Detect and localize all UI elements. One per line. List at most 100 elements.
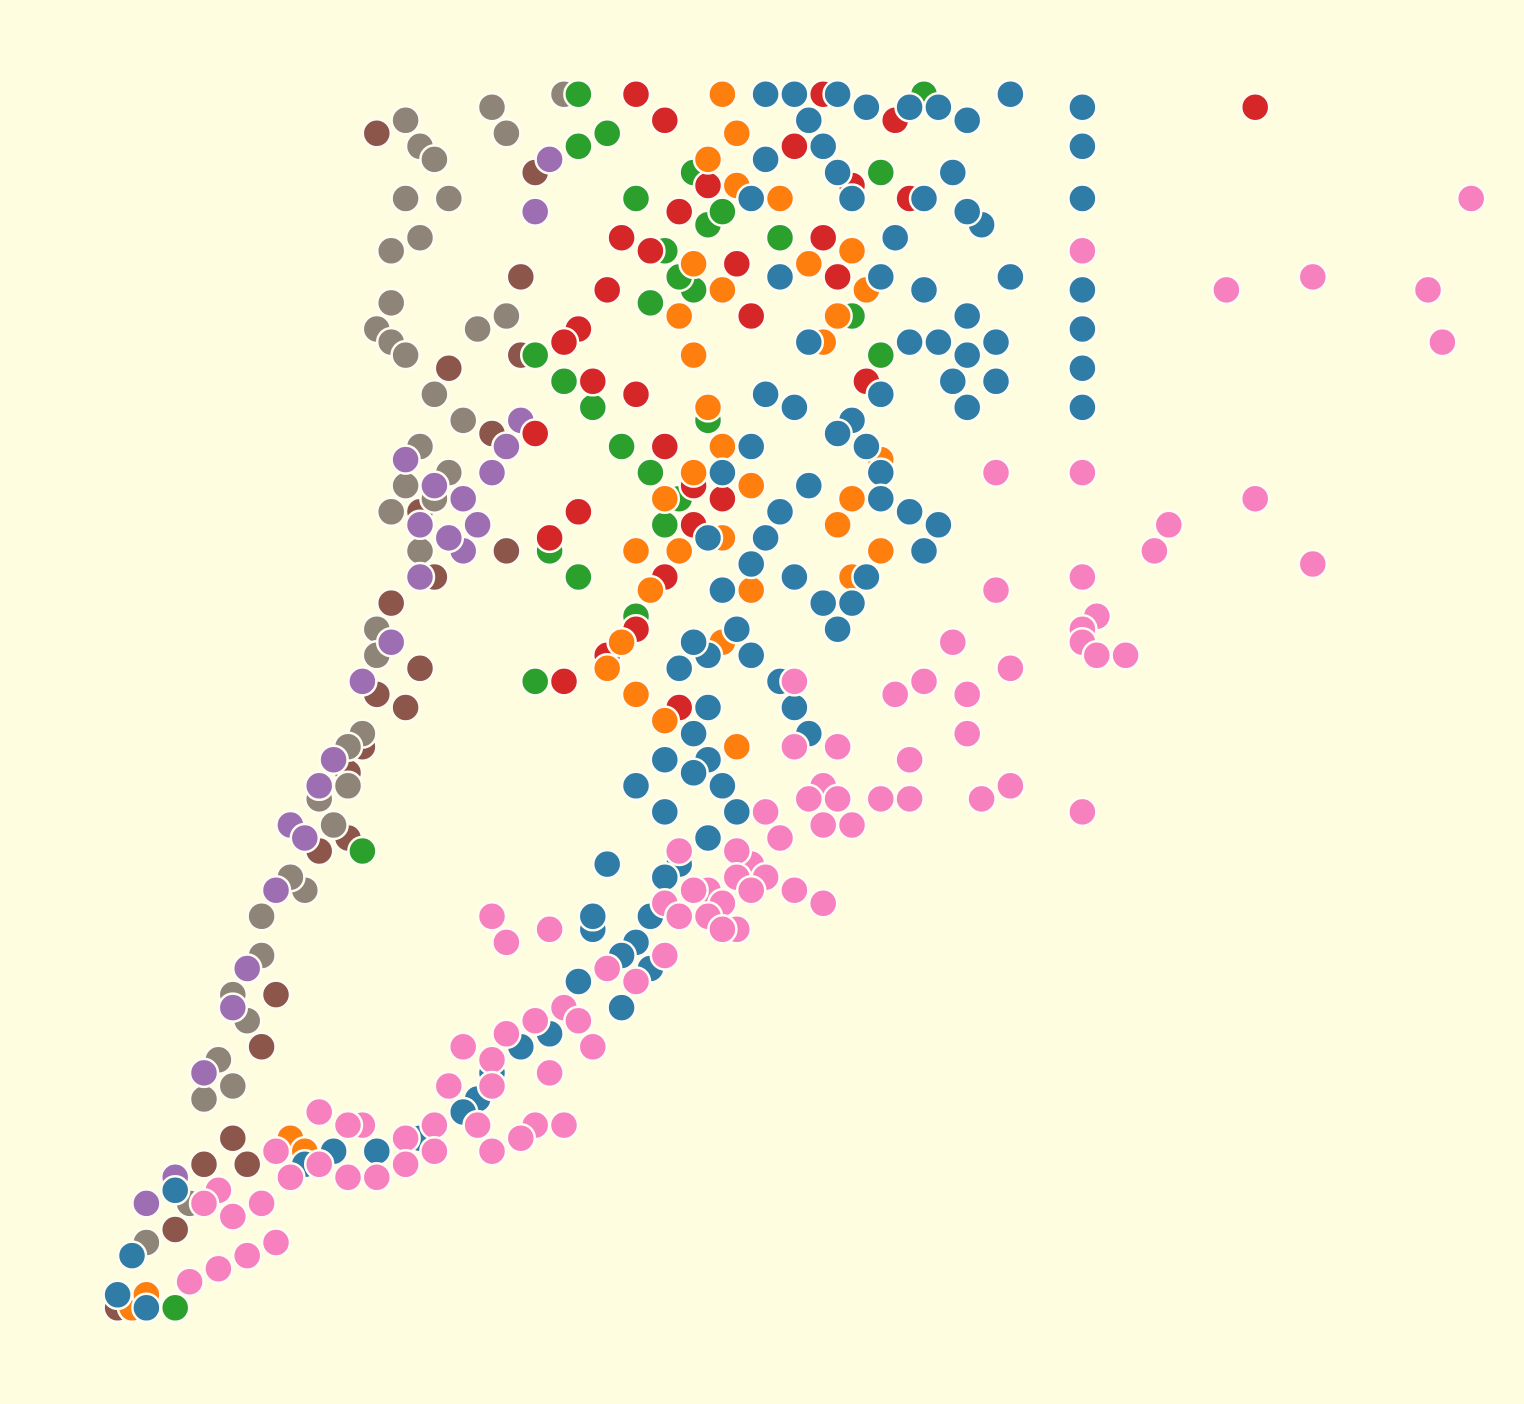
scatter-point <box>332 1109 364 1141</box>
scatter-point <box>735 300 767 332</box>
scatter-point <box>980 326 1012 358</box>
scatter-point <box>980 366 1012 397</box>
scatter-point <box>721 796 753 828</box>
scatter-point <box>491 118 522 149</box>
scatter-point <box>534 144 565 175</box>
scatter-point <box>563 561 594 593</box>
scatter-point <box>606 626 637 658</box>
scatter-point <box>260 874 292 906</box>
scatter-point <box>606 431 637 462</box>
scatter-point <box>721 835 753 867</box>
scatter-point <box>822 509 853 541</box>
scatter-point <box>692 144 724 175</box>
scatter-point <box>908 183 940 214</box>
scatter-point <box>419 1109 450 1141</box>
scatter-point <box>433 522 465 554</box>
scatter-point <box>822 300 853 332</box>
scatter-point <box>735 183 767 214</box>
scatter-point <box>375 626 407 658</box>
scatter-point <box>692 692 724 723</box>
scatter-point <box>1211 274 1242 306</box>
scatter-point <box>851 431 882 462</box>
scatter-point <box>951 105 983 136</box>
scatter-point <box>1067 392 1098 423</box>
scatter-point <box>807 222 839 253</box>
scatter-point <box>822 613 853 645</box>
scatter-point <box>260 979 292 1010</box>
scatter-point <box>995 261 1026 293</box>
scatter-point <box>577 392 609 423</box>
scatter-point <box>1139 535 1170 567</box>
scatter-point <box>779 874 810 906</box>
scatter-point <box>923 326 954 358</box>
scatter-point <box>649 509 681 541</box>
scatter-point <box>836 235 868 267</box>
scatter-point <box>563 1005 594 1036</box>
scatter-point <box>260 1135 292 1167</box>
scatter-point <box>707 770 738 802</box>
scatter-point <box>649 705 681 736</box>
scatter-point <box>793 326 825 358</box>
scatter-point <box>951 718 983 749</box>
scatter-point <box>793 783 825 815</box>
scatter-point <box>577 901 609 932</box>
scatter-point <box>865 261 897 293</box>
scatter-point <box>779 392 810 423</box>
scatter-point <box>721 118 753 149</box>
scatter-point <box>347 835 378 867</box>
scatter-point <box>937 157 969 188</box>
scatter-point <box>836 183 868 214</box>
scatter-point <box>476 1070 508 1102</box>
scatter-point <box>246 1031 277 1063</box>
scatter-point <box>620 966 652 997</box>
scatter-point <box>620 679 652 710</box>
scatter-point <box>447 483 479 514</box>
scatter-point <box>764 822 796 854</box>
scatter-point <box>851 91 882 123</box>
scatter-point <box>807 131 839 162</box>
scatter-point <box>404 535 436 567</box>
scatter-point <box>995 653 1026 684</box>
scatter-point <box>491 535 522 567</box>
scatter-point <box>563 78 594 110</box>
scatter-point <box>548 666 580 697</box>
scatter-point <box>1412 274 1444 306</box>
scatter-point <box>505 261 537 293</box>
scatter-point <box>649 483 681 514</box>
scatter-point <box>678 757 709 789</box>
scatter-point <box>635 457 666 488</box>
scatter-point <box>750 796 781 828</box>
scatter-point <box>620 78 652 110</box>
scatter-point <box>649 744 681 775</box>
scatter-point <box>663 196 695 227</box>
scatter-point <box>289 822 321 854</box>
scatter-point <box>894 783 925 815</box>
scatter-point <box>433 352 465 384</box>
scatter-point <box>231 1240 263 1271</box>
scatter-point <box>894 326 925 358</box>
scatter-point <box>447 405 479 436</box>
scatter-point <box>203 1253 234 1284</box>
scatter-point <box>649 940 681 971</box>
scatter-point <box>174 1266 205 1297</box>
scatter-point <box>951 679 983 710</box>
scatter-point <box>1067 313 1098 345</box>
scatter-point <box>807 809 839 841</box>
scatter-point <box>548 326 580 358</box>
scatter-point <box>822 783 853 815</box>
scatter-point <box>1153 509 1185 541</box>
scatter-point <box>159 1175 191 1206</box>
scatter-point <box>491 927 522 958</box>
scatter-point <box>620 183 652 214</box>
scatter-point <box>735 431 767 462</box>
scatter-point <box>462 1109 493 1141</box>
scatter-point <box>721 731 753 762</box>
scatter-point <box>678 248 709 280</box>
scatter-point <box>807 587 839 619</box>
scatter-point <box>894 496 925 528</box>
scatter-point <box>822 731 853 762</box>
scatter-point <box>995 78 1026 110</box>
scatter-point <box>764 222 796 253</box>
